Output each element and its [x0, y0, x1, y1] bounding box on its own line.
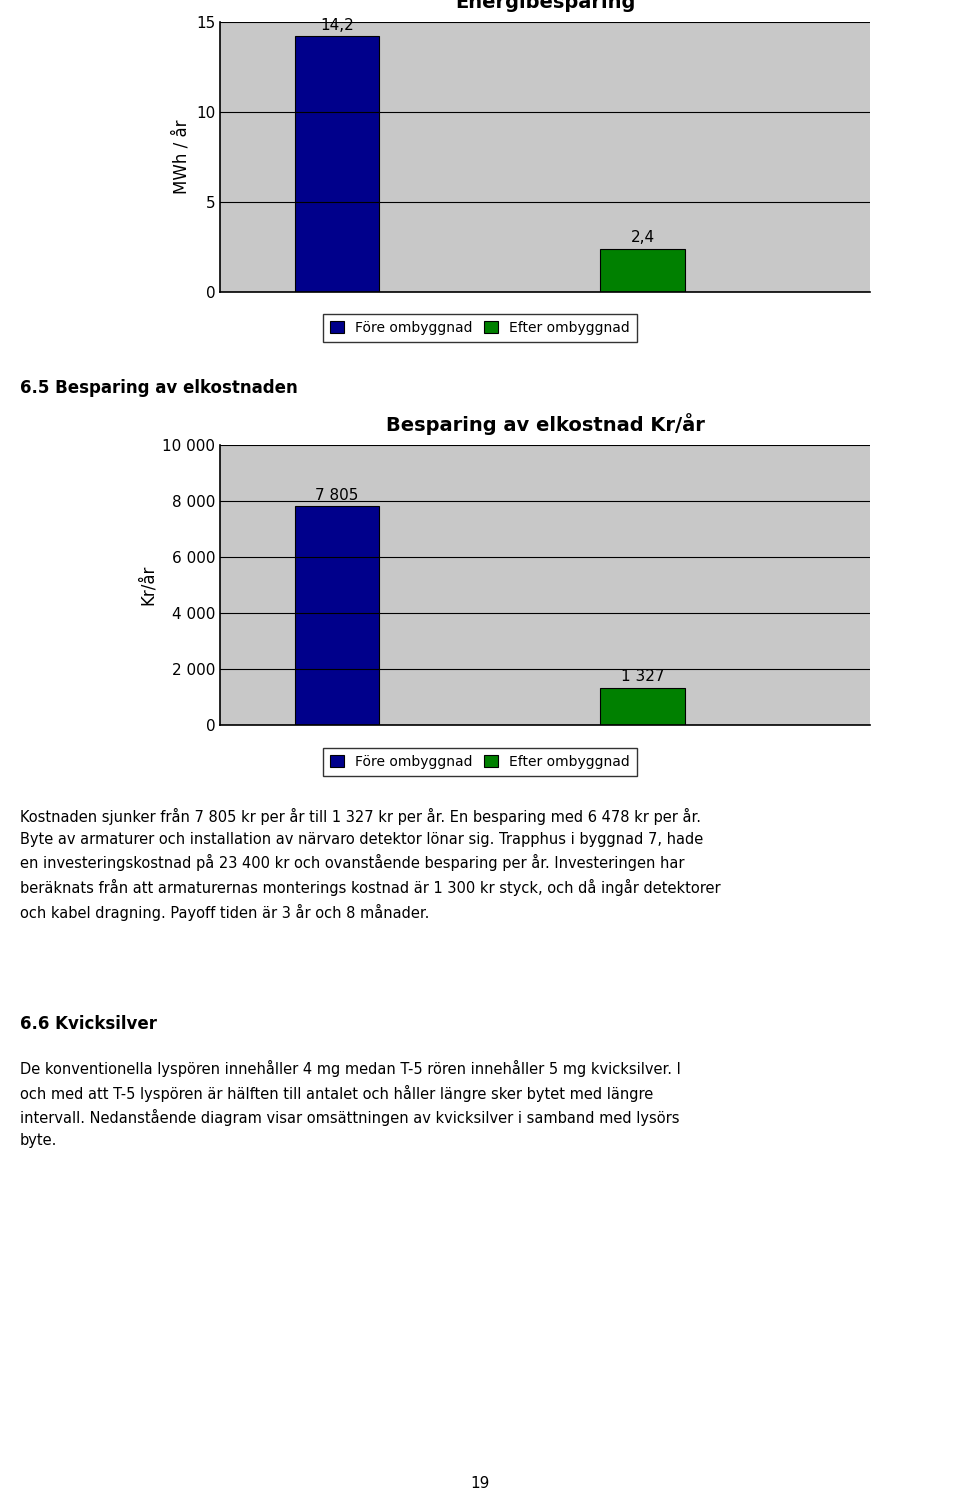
Title: Energibesparing: Energibesparing — [455, 0, 636, 12]
Text: Kostnaden sjunker från 7 805 kr per år till 1 327 kr per år. En besparing med 6 : Kostnaden sjunker från 7 805 kr per år t… — [20, 808, 721, 921]
Legend: Före ombyggnad, Efter ombyggnad: Före ombyggnad, Efter ombyggnad — [324, 314, 636, 342]
Text: 7 805: 7 805 — [315, 489, 359, 504]
Legend: Före ombyggnad, Efter ombyggnad: Före ombyggnad, Efter ombyggnad — [324, 748, 636, 777]
Y-axis label: MWh / år: MWh / år — [173, 119, 190, 195]
Bar — [600, 688, 684, 725]
Y-axis label: Kr/år: Kr/år — [138, 566, 156, 605]
Bar — [295, 507, 379, 725]
Title: Besparing av elkostnad Kr/år: Besparing av elkostnad Kr/år — [386, 413, 705, 436]
Text: 14,2: 14,2 — [320, 18, 354, 33]
Text: De konventionella lysрören innehåller 4 mg medan T-5 rören innehåller 5 mg kvick: De konventionella lysрören innehåller 4 … — [20, 1060, 681, 1148]
Bar — [295, 36, 379, 293]
Text: 2,4: 2,4 — [631, 231, 655, 246]
Bar — [600, 249, 684, 293]
Text: 6.6 Kvicksilver: 6.6 Kvicksilver — [20, 1015, 157, 1033]
Text: 19: 19 — [470, 1475, 490, 1490]
Text: 1 327: 1 327 — [621, 670, 664, 685]
Text: 6.5 Besparing av elkostnaden: 6.5 Besparing av elkostnaden — [20, 379, 298, 397]
